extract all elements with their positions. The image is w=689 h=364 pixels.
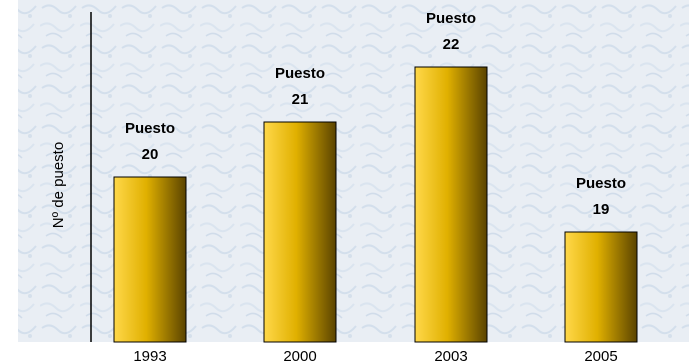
bar-2005	[564, 231, 638, 343]
y-axis-label: Nº de puesto	[50, 142, 67, 228]
x-tick-label-1993: 1993	[133, 348, 166, 364]
data-label-2005-value: 19	[593, 201, 610, 218]
data-label-group: Puesto 20 Puesto 21 Puesto 22 Puesto 19	[125, 10, 626, 218]
data-label-2005-word: Puesto	[576, 175, 626, 192]
x-tick-label-2000: 2000	[283, 348, 316, 364]
data-label-1993-word: Puesto	[125, 120, 175, 137]
x-tick-label-group: 1993 2000 2003 2005	[133, 348, 617, 364]
bar-2003	[414, 66, 488, 343]
data-label-2000-word: Puesto	[275, 65, 325, 82]
data-label-2003-word: Puesto	[426, 10, 476, 27]
bar-group	[113, 66, 638, 343]
data-label-2003-value: 22	[443, 36, 460, 53]
bar-2000	[263, 121, 337, 343]
data-label-2000-value: 21	[292, 91, 309, 108]
x-tick-label-2003: 2003	[434, 348, 467, 364]
data-label-1993-value: 20	[142, 146, 159, 163]
x-tick-label-2005: 2005	[584, 348, 617, 364]
bar-1993	[113, 176, 187, 343]
